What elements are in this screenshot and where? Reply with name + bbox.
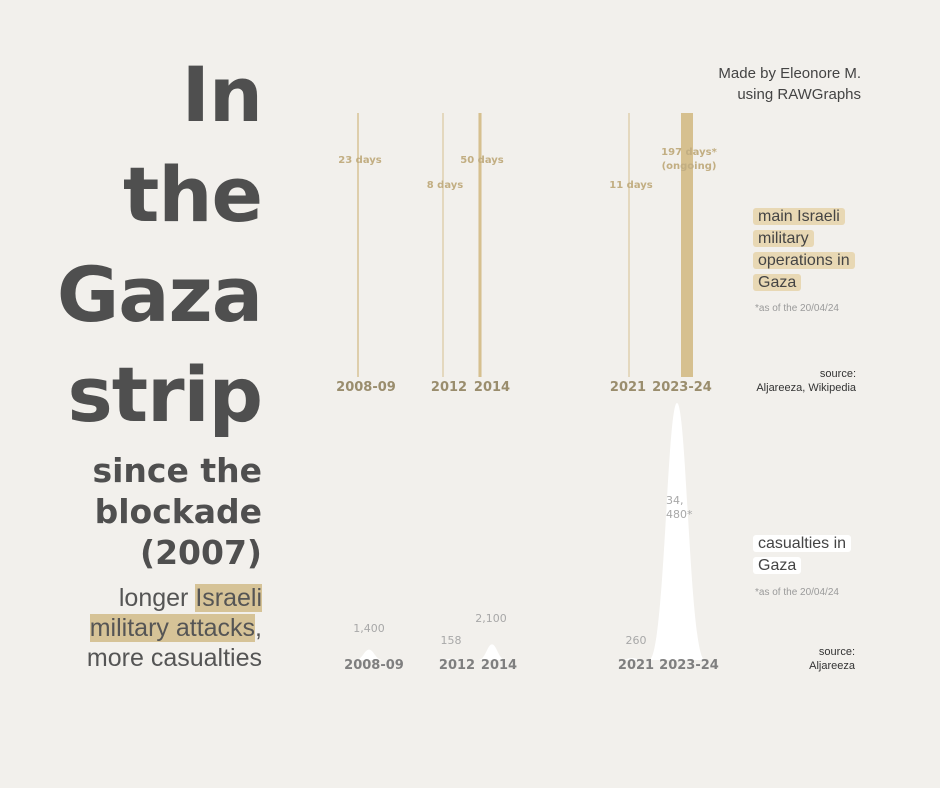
title-line-in: In: [181, 50, 263, 139]
credit-author: Made by Eleonore M.: [718, 65, 861, 82]
legend-operations: main Israeli military operations in Gaza: [753, 206, 863, 294]
operation-year-label-2023-24: 2023-24: [652, 380, 712, 395]
casualty-area-2021: [620, 658, 644, 660]
operation-year-label-2014: 2014: [474, 380, 510, 395]
casualty-year-label-2021: 2021: [618, 658, 654, 673]
subtitle-line-2: blockade: [94, 492, 262, 531]
operation-year-label-2012: 2012: [431, 380, 467, 395]
legend-casualties: casualties in Gaza: [753, 533, 863, 577]
credit-tool: using RAWGraphs: [737, 86, 861, 103]
legend-casualties-note: *as of the 20/04/24: [755, 587, 839, 598]
casualty-value-label-2023-24: 480*: [666, 508, 693, 521]
operation-bar-2012: [442, 113, 444, 377]
casualty-value-label-2023-24: 34,: [666, 494, 684, 507]
operation-duration-label-2008-09: 23 days: [338, 155, 382, 166]
source-operations-text: Aljareeza, Wikipedia: [756, 382, 856, 394]
source-operations-label: source:: [819, 368, 856, 380]
operation-duration-label-2023-24: 197 days*: [661, 147, 717, 158]
operation-bar-2021: [628, 113, 630, 377]
legend-operations-note: *as of the 20/04/24: [755, 303, 839, 314]
legend-casualties-label: casualties in Gaza: [753, 535, 852, 574]
casualty-year-label-2014: 2014: [481, 658, 517, 673]
source-casualties-label: source:: [818, 646, 855, 658]
source-casualties-text: Aljareeza: [809, 660, 855, 672]
tagline-military-attacks: military attacks: [89, 614, 256, 642]
tagline-line-2: military attacks,: [89, 613, 262, 643]
casualty-value-label-2021: 260: [626, 634, 647, 647]
subtitle-line-3: (2007): [139, 533, 262, 572]
tagline-longer: longer: [118, 584, 196, 612]
casualty-area-2014: [478, 644, 506, 660]
casualty-value-label-2008-09: 1,400: [353, 622, 385, 635]
tagline-line-3: more casualties: [86, 644, 262, 672]
casualty-area-2012: [439, 658, 463, 660]
operation-year-label-2008-09: 2008-09: [336, 380, 396, 395]
operation-bar-2008-09: [357, 113, 359, 377]
tagline-israeli: Israeli: [195, 584, 262, 612]
operation-bar-2023-24: [681, 113, 693, 377]
subtitle-line-1: since the: [92, 451, 262, 490]
casualty-value-label-2014: 2,100: [475, 612, 507, 625]
operation-duration-label-2023-24: (ongoing): [662, 161, 717, 172]
operations-chart: 23 days 8 days 50 days 11 days 197 days* (ong…: [336, 113, 718, 395]
title-line-strip: strip: [67, 350, 263, 439]
casualty-area-2023-24: [649, 403, 705, 660]
operation-duration-label-2021: 11 days: [609, 180, 653, 191]
casualties-chart: 1,400 158 2,100 260 34,480* 2008-09 2012 2014 20…: [344, 403, 719, 673]
operation-bar-2014: [478, 113, 482, 377]
credit: Made by Eleonore M. using RAWGraphs: [718, 63, 861, 105]
casualty-value-label-2012: 158: [441, 634, 462, 647]
source-casualties: source: Aljareeza: [809, 645, 855, 673]
casualty-year-label-2008-09: 2008-09: [344, 658, 404, 673]
title-line-gaza: Gaza: [56, 250, 263, 339]
operation-duration-label-2012: 8 days: [427, 180, 464, 191]
casualty-year-label-2012: 2012: [439, 658, 475, 673]
tagline-comma: ,: [255, 614, 262, 642]
casualty-year-label-2023-24: 2023-24: [659, 658, 719, 673]
operation-duration-label-2014: 50 days: [460, 155, 504, 166]
casualty-area-2008-09: [355, 649, 383, 660]
tagline-line-1: longer Israeli: [119, 583, 262, 613]
legend-operations-label: main Israeli military operations in Gaza: [753, 208, 855, 291]
source-operations: source: Aljareeza, Wikipedia: [756, 367, 856, 395]
title-line-the: the: [123, 150, 263, 239]
operation-year-label-2021: 2021: [610, 380, 646, 395]
